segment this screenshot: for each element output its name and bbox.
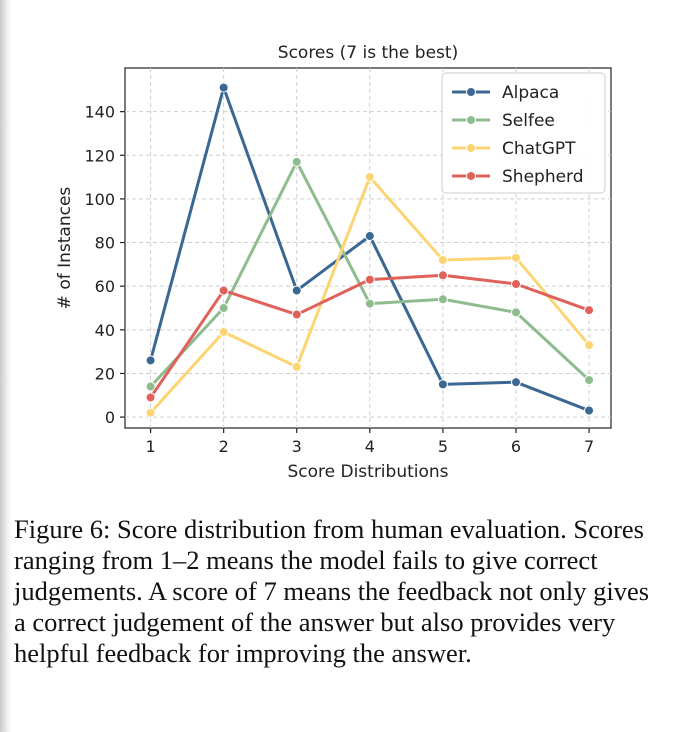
data-point-selfee bbox=[145, 381, 156, 392]
data-point-shepherd bbox=[510, 279, 521, 289]
data-point-shepherd bbox=[145, 392, 156, 403]
data-point-shepherd bbox=[364, 274, 375, 285]
data-point-alpaca bbox=[364, 231, 375, 241]
y-tick-label: 20 bbox=[95, 364, 115, 383]
legend-box bbox=[441, 72, 606, 194]
data-point-chatgpt bbox=[437, 255, 448, 265]
y-tick-label: 120 bbox=[84, 146, 115, 165]
legend-label-chatgpt: ChatGPT bbox=[502, 139, 576, 159]
data-point-selfee bbox=[437, 294, 448, 305]
data-point-selfee bbox=[510, 307, 521, 318]
axis-ticks: 1 2 3 4 5 6 7 0 20 40 60 80 100 120 140 bbox=[84, 103, 594, 456]
grid-lines bbox=[125, 68, 611, 428]
x-axis-label: Score Distributions bbox=[287, 462, 448, 482]
data-point-chatgpt bbox=[364, 172, 375, 183]
figure-caption: Figure 6: Score distribution from human … bbox=[14, 514, 650, 668]
y-tick-label: 40 bbox=[95, 321, 115, 340]
page-edge-shadow bbox=[0, 0, 12, 732]
legend-marker-alpaca bbox=[466, 87, 476, 97]
legend: Alpaca Selfee ChatGPT Shepherd bbox=[441, 72, 606, 194]
data-point-chatgpt bbox=[584, 340, 595, 351]
x-tick-label: 6 bbox=[511, 437, 521, 456]
data-point-chatgpt bbox=[510, 252, 521, 263]
x-tick-label: 1 bbox=[145, 437, 155, 456]
legend-marker-chatgpt bbox=[466, 143, 476, 153]
data-point-selfee bbox=[364, 298, 375, 309]
x-tick-label: 2 bbox=[219, 437, 229, 456]
y-tick-label: 100 bbox=[84, 190, 115, 209]
legend-marker-shepherd bbox=[466, 171, 476, 181]
x-tick-label: 7 bbox=[584, 437, 594, 456]
x-tick-label: 5 bbox=[438, 437, 448, 456]
x-tick-label: 3 bbox=[292, 437, 302, 456]
data-point-chatgpt bbox=[145, 407, 156, 418]
y-tick-label: 0 bbox=[105, 408, 115, 427]
data-point-alpaca bbox=[584, 405, 595, 416]
legend-label-alpaca: Alpaca bbox=[502, 83, 559, 103]
line-chart: Scores (7 is the best) 1 2 3 4 5 6 70204060801… bbox=[55, 43, 612, 482]
series-layer bbox=[145, 82, 595, 418]
data-point-shepherd bbox=[291, 309, 302, 320]
data-point-selfee bbox=[584, 375, 595, 385]
data-point-chatgpt bbox=[291, 361, 302, 372]
x-tick-label: 4 bbox=[365, 437, 375, 456]
data-point-alpaca bbox=[218, 82, 229, 93]
y-tick-label: 60 bbox=[95, 277, 115, 296]
data-point-alpaca bbox=[510, 377, 521, 388]
data-point-selfee bbox=[218, 303, 229, 313]
data-point-alpaca bbox=[437, 379, 448, 390]
data-point-shepherd bbox=[437, 270, 448, 281]
y-axis-label: # of Instances bbox=[55, 187, 75, 310]
legend-marker-selfee bbox=[466, 115, 476, 125]
data-point-shepherd bbox=[218, 285, 229, 296]
legend-label-selfee: Selfee bbox=[502, 111, 555, 131]
legend-label-shepherd: Shepherd bbox=[502, 167, 584, 187]
data-point-alpaca bbox=[291, 285, 302, 296]
data-point-shepherd bbox=[584, 305, 595, 316]
data-point-alpaca bbox=[145, 355, 156, 366]
data-point-chatgpt bbox=[218, 327, 229, 337]
y-tick-label: 140 bbox=[84, 103, 115, 122]
data-point-selfee bbox=[291, 156, 302, 167]
y-tick-label: 80 bbox=[95, 234, 115, 253]
chart-title: Scores (7 is the best) bbox=[278, 43, 458, 63]
